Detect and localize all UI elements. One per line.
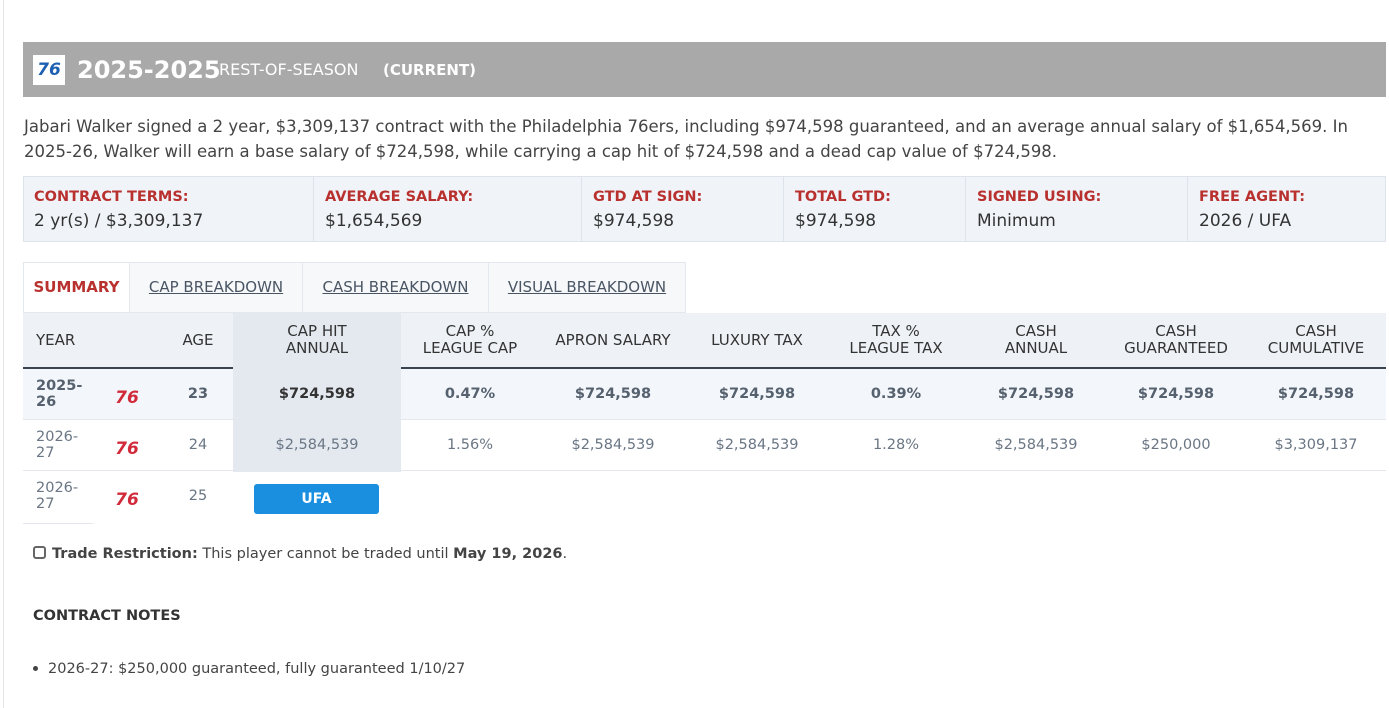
column-header: YEAR (36, 313, 75, 367)
text: CASH (1295, 322, 1337, 340)
cell: $2,584,539 (275, 437, 359, 453)
cell: $724,598 (574, 386, 652, 402)
text: YEAR (36, 330, 76, 349)
text: LEAGUE CAP (422, 339, 518, 357)
text: This player cannot be traded until (202, 546, 449, 562)
text: CASH (1155, 322, 1197, 340)
text: May 19, 2026 (453, 546, 563, 562)
row-border (23, 419, 1386, 420)
column-header: CASH ANNUAL (946, 313, 1126, 367)
term-value: $1,654,569 (325, 211, 423, 231)
year-cell: 2025-26 (36, 378, 83, 410)
trade-restriction: Trade Restriction: This player cannot be… (52, 545, 567, 563)
cell: $250,000 (1141, 437, 1211, 453)
cell: 23 (187, 386, 209, 402)
text: ANNUAL (1004, 339, 1068, 357)
season-title: 2025-2025 (77, 56, 221, 84)
cell: 1.28% (872, 437, 920, 453)
text: CAP HIT (287, 322, 347, 340)
term-label: SIGNED USING: (977, 189, 1102, 205)
term-cell: AVERAGE SALARY: $1,654,569 (313, 176, 581, 242)
row-border (23, 523, 93, 524)
term-value: 2026 / UFA (1199, 211, 1292, 231)
notes-title: CONTRACT NOTES (33, 608, 181, 624)
cell: $3,309,137 (1274, 437, 1358, 453)
cell: $724,598 (1137, 386, 1215, 402)
column-header: LUXURY TAX (667, 313, 847, 367)
text: AGE (182, 330, 214, 349)
row-cap-bg (233, 369, 401, 420)
column-header: CAP % LEAGUE CAP (380, 313, 560, 367)
text: CASH (1015, 322, 1057, 340)
text: GUARANTEED (1124, 339, 1228, 357)
season-status: (CURRENT) (383, 61, 477, 79)
note-item: 2026-27: $250,000 guaranteed, fully guar… (48, 661, 466, 677)
text: TAX % (872, 322, 920, 340)
team-logo: 76 (33, 55, 65, 85)
text: APRON SALARY (555, 330, 671, 349)
column-header: TAX % LEAGUE TAX (806, 313, 986, 367)
tab[interactable]: CAP BREAKDOWN (130, 262, 303, 313)
cell: 24 (188, 437, 208, 453)
term-cell: SIGNED USING: Minimum (965, 176, 1187, 242)
term-cell: CONTRACT TERMS: 2 yr(s) / $3,309,137 (23, 176, 313, 242)
column-header: CASH GUARANTEED (1086, 313, 1266, 367)
term-value: Minimum (977, 211, 1056, 231)
year-cell: 2026-27 (36, 429, 79, 461)
term-value: $974,598 (593, 211, 675, 231)
text: LEAGUE TAX (849, 339, 943, 357)
cell: 0.39% (870, 386, 922, 402)
cell: $724,598 (1277, 386, 1355, 402)
bullet (33, 666, 38, 671)
term-label: TOTAL GTD: (795, 189, 891, 205)
text: LUXURY TAX (711, 330, 803, 349)
tab[interactable]: SUMMARY (23, 262, 130, 313)
cell: 1.56% (446, 437, 494, 453)
term-value: $974,598 (795, 211, 877, 231)
term-label: AVERAGE SALARY: (325, 189, 474, 205)
cell: 25 (188, 488, 208, 504)
column-header: CAP HIT ANNUAL (227, 313, 407, 367)
text: Trade Restriction: (52, 546, 198, 562)
term-cell: GTD AT SIGN: $974,598 (581, 176, 783, 242)
year-cell: 2026-27 (36, 480, 79, 512)
term-label: FREE AGENT: (1199, 189, 1305, 205)
terms-box (23, 176, 1386, 242)
team-logo: 76 (115, 388, 139, 408)
season-label: REST-OF-SEASON (219, 60, 359, 79)
ufa-badge: UFA (254, 484, 379, 514)
text: CAP % (445, 322, 495, 340)
tab[interactable]: VISUAL BREAKDOWN (489, 262, 686, 313)
cell: $2,584,539 (715, 437, 799, 453)
term-label: GTD AT SIGN: (593, 189, 703, 205)
cell: 0.47% (444, 386, 496, 402)
left-border (3, 0, 4, 708)
term-cell: TOTAL GTD: $974,598 (783, 176, 965, 242)
text: CUMULATIVE (1267, 339, 1365, 357)
header-bar (23, 42, 1386, 97)
term-value: 2 yr(s) / $3,309,137 (34, 211, 204, 231)
term-label: CONTRACT TERMS: (34, 189, 189, 205)
column-header: AGE (108, 313, 288, 367)
tab[interactable]: CASH BREAKDOWN (303, 262, 489, 313)
cell: $724,598 (278, 386, 356, 402)
cell: $2,584,539 (571, 437, 655, 453)
column-header: APRON SALARY (523, 313, 703, 367)
text: ANNUAL (285, 339, 349, 357)
lock-icon (33, 546, 46, 559)
text: . (562, 546, 568, 562)
column-header: CASH CUMULATIVE (1226, 313, 1389, 367)
summary-text: Jabari Walker signed a 2 year, $3,309,13… (24, 117, 1348, 161)
cell: $724,598 (997, 386, 1075, 402)
term-cell: FREE AGENT: 2026 / UFA (1187, 176, 1386, 242)
row-border (23, 470, 1386, 471)
cell: $724,598 (718, 386, 796, 402)
cell: $2,584,539 (994, 437, 1078, 453)
team-logo: 76 (115, 439, 139, 459)
team-logo: 76 (115, 490, 139, 510)
